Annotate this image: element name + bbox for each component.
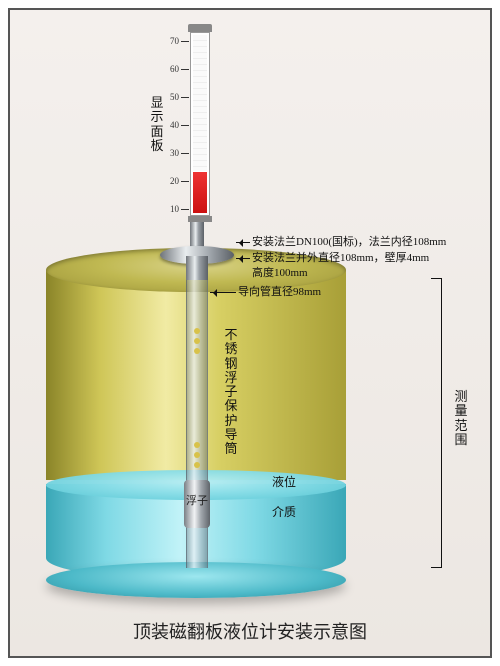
diagram-caption: 顶装磁翻板液位计安装示意图: [10, 618, 490, 644]
scale-tick: [181, 209, 189, 210]
float-beads-lower: [194, 442, 200, 448]
scale-tick-label: 10: [163, 204, 179, 214]
panel-base-icon: [188, 216, 212, 222]
measure-range-bracket: [441, 278, 442, 568]
scale-tick: [181, 97, 189, 98]
label-measure-range: 测量范围: [454, 390, 468, 447]
diagram-stage: 浮子 70605040302010 显示面板 安装法兰DN100(国标)，法兰内…: [10, 10, 490, 656]
diagram-frame: 浮子 70605040302010 显示面板 安装法兰DN100(国标)，法兰内…: [8, 8, 492, 658]
panel-white-flaps: [193, 35, 207, 171]
label-flange-3: 高度100mm: [252, 266, 308, 281]
scale-tick: [181, 69, 189, 70]
panel-scale: 70605040302010: [181, 33, 191, 215]
arrow-flange-2: [236, 258, 250, 259]
panel-red-flaps: [193, 172, 207, 213]
scale-tick-label: 20: [163, 176, 179, 186]
arrow-guide-dia: [210, 292, 236, 293]
label-flange-1: 安装法兰DN100(国标)，法兰内径108mm: [252, 235, 446, 250]
label-liquid-level: 液位: [272, 474, 296, 490]
scale-tick: [181, 181, 189, 182]
float-label: 浮子: [186, 492, 208, 508]
arrow-flange-1: [236, 242, 250, 243]
scale-tick: [181, 125, 189, 126]
label-protective-tube: 不锈钢浮子保护导筒: [224, 328, 238, 457]
scale-tick: [181, 41, 189, 42]
scale-tick: [181, 153, 189, 154]
mounting-flange: [160, 246, 234, 276]
scale-tick-label: 30: [163, 148, 179, 158]
scale-tick-label: 50: [163, 92, 179, 102]
display-panel: 70605040302010: [190, 32, 210, 216]
panel-cap-icon: [188, 24, 212, 32]
float-beads-upper: [194, 328, 200, 334]
label-medium: 介质: [272, 504, 296, 520]
flange-neck: [186, 256, 208, 280]
scale-tick-label: 70: [163, 36, 179, 46]
label-flange-2: 安装法兰并外直径108mm，壁厚4mm: [252, 251, 429, 266]
scale-tick-label: 60: [163, 64, 179, 74]
label-display-panel: 显示面板: [150, 96, 164, 153]
label-guide-diameter: 导向管直径98mm: [238, 285, 321, 300]
scale-tick-label: 40: [163, 120, 179, 130]
